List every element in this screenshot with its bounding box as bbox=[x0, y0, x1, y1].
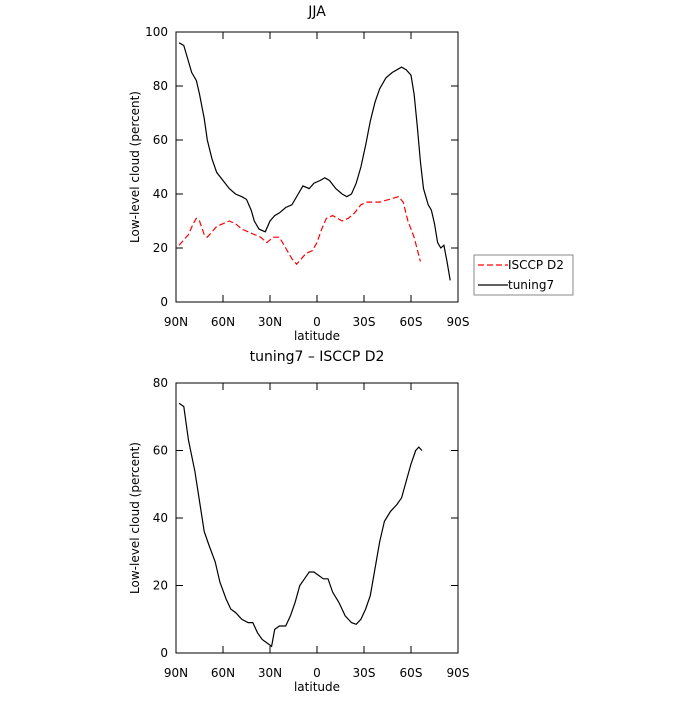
x-axis-label: latitude bbox=[294, 680, 340, 694]
y-tick-label: 20 bbox=[153, 241, 168, 255]
x-tick-label: 0 bbox=[313, 315, 321, 329]
x-tick-label: 60S bbox=[400, 666, 423, 680]
x-tick-label: 60N bbox=[211, 666, 235, 680]
legend-label: tuning7 bbox=[508, 278, 554, 292]
x-tick-label: 30N bbox=[258, 315, 282, 329]
x-tick-label: 90S bbox=[447, 315, 470, 329]
y-tick-label: 40 bbox=[153, 511, 168, 525]
x-tick-label: 0 bbox=[313, 666, 321, 680]
x-axis-label: latitude bbox=[294, 329, 340, 343]
chart-title: tuning7 – ISCCP D2 bbox=[250, 349, 385, 365]
chart-title: JJA bbox=[307, 4, 326, 20]
x-tick-label: 30N bbox=[258, 666, 282, 680]
y-tick-label: 60 bbox=[153, 133, 168, 147]
y-axis-label: Low-level cloud (percent) bbox=[128, 442, 142, 594]
y-tick-label: 0 bbox=[160, 295, 168, 309]
y-tick-label: 40 bbox=[153, 187, 168, 201]
data-line bbox=[178, 402, 423, 648]
legend-box bbox=[473, 254, 574, 296]
data-line bbox=[178, 196, 421, 266]
x-tick-label: 90N bbox=[164, 315, 188, 329]
data-line bbox=[178, 42, 451, 281]
y-tick-label: 60 bbox=[153, 444, 168, 458]
x-tick-label: 60N bbox=[211, 315, 235, 329]
x-tick-label: 90N bbox=[164, 666, 188, 680]
y-tick-label: 100 bbox=[145, 25, 168, 39]
x-tick-label: 30S bbox=[353, 315, 376, 329]
y-tick-label: 80 bbox=[153, 79, 168, 93]
legend-label: ISCCP D2 bbox=[508, 258, 564, 272]
y-tick-label: 20 bbox=[153, 579, 168, 593]
y-tick-label: 0 bbox=[160, 646, 168, 660]
y-axis-label: Low-level cloud (percent) bbox=[128, 91, 142, 243]
plot-frame bbox=[175, 31, 459, 303]
plot-frame bbox=[175, 382, 459, 654]
x-tick-label: 90S bbox=[447, 666, 470, 680]
x-tick-label: 60S bbox=[400, 315, 423, 329]
y-tick-label: 80 bbox=[153, 376, 168, 390]
x-tick-label: 30S bbox=[353, 666, 376, 680]
